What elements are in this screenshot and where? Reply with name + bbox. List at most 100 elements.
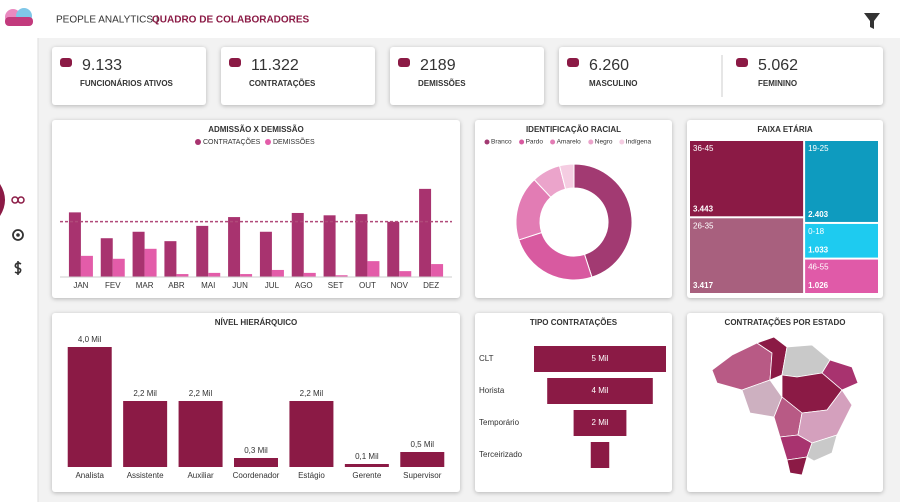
treemap-category: 26-35 [693, 221, 714, 230]
data-label: 2,2 Mil [133, 389, 157, 398]
kpi-value: 2189 [420, 57, 456, 74]
bar [67, 347, 112, 467]
bar [400, 452, 445, 467]
kpi-value: 6.260 [589, 57, 629, 74]
data-label: 0,3 Mil [244, 446, 268, 455]
treemap-cell [805, 141, 878, 222]
legend-marker [195, 139, 201, 145]
panel-title: IDENTIFICAÇÃO RACIAL [526, 125, 621, 134]
legend-label: Pardo [526, 139, 544, 146]
kpi-label: CONTRATAÇÕES [249, 79, 316, 88]
bar [289, 401, 334, 467]
kpi-card [390, 47, 544, 105]
data-label: 0,1 Mil [355, 452, 379, 461]
funnel-bar [590, 442, 610, 468]
treemap-category: 46-55 [808, 263, 829, 272]
funnel-category: Temporário [479, 418, 520, 427]
kpi-icon [398, 58, 410, 67]
bar [335, 275, 348, 277]
x-tick-label: Analista [75, 471, 104, 480]
bar [431, 264, 444, 277]
x-tick-label: ABR [168, 281, 185, 290]
treemap-cell [805, 259, 878, 293]
legend-label: CONTRATAÇÕES [203, 137, 261, 146]
nav-people[interactable] [11, 196, 25, 204]
x-tick-label: Coordenador [233, 471, 280, 480]
legend-marker [265, 139, 271, 145]
filter-icon[interactable] [864, 13, 880, 29]
bar [80, 255, 93, 277]
bar [240, 274, 253, 277]
treemap-cell [805, 223, 878, 258]
kpi-card [52, 47, 206, 105]
kpi-card [221, 47, 375, 105]
x-tick-label: JAN [73, 281, 88, 290]
treemap-category: 19-25 [808, 144, 829, 153]
active-indicator [0, 184, 5, 216]
x-tick-label: DEZ [423, 281, 439, 290]
treemap-category: 0-18 [808, 227, 825, 236]
treemap-value: 2.403 [808, 210, 829, 219]
bar [355, 214, 368, 277]
treemap-category: 36-45 [693, 144, 714, 153]
bar [123, 401, 168, 467]
nav-target[interactable] [12, 229, 24, 241]
funnel-bar [573, 410, 627, 436]
treemap-value: 1.026 [808, 281, 829, 290]
legend-label: Branco [491, 139, 512, 146]
treemap-cell [690, 218, 804, 293]
bar [303, 272, 316, 277]
x-tick-label: JUN [232, 281, 248, 290]
x-tick-label: NOV [391, 281, 409, 290]
donut-slice [573, 163, 633, 278]
x-tick-label: Gerente [352, 471, 381, 480]
bar [234, 458, 278, 467]
x-tick-label: MAI [201, 281, 215, 290]
bar [68, 212, 81, 277]
legend-label: Indígena [626, 139, 652, 146]
kpi-label: DEMISSÕES [418, 79, 466, 88]
treemap-value: 3.443 [693, 204, 714, 213]
bar [291, 212, 304, 277]
bar [164, 241, 177, 277]
funnel-bar [547, 378, 653, 404]
kpi-card [559, 47, 883, 105]
kpi-icon [567, 58, 579, 67]
data-label: 2,2 Mil [300, 389, 324, 398]
bar [399, 271, 412, 277]
treemap-value: 1.033 [808, 246, 829, 255]
panel-title: CONTRATAÇÕES POR ESTADO [725, 318, 846, 327]
bar [144, 248, 157, 277]
legend-marker [484, 139, 490, 145]
bar [419, 188, 432, 277]
brazil-map [711, 336, 859, 476]
bar [259, 231, 272, 277]
bar [176, 274, 189, 277]
x-tick-label: MAR [136, 281, 154, 290]
panel-title: ADMISSÃO X DEMISSÃO [208, 125, 304, 134]
bar [387, 221, 400, 277]
kpi-area: 9.133 FUNCIONÁRIOS ATIVOS 11.322 CONTRATAÇÕ… [52, 47, 883, 105]
data-label: 2,2 Mil [189, 389, 213, 398]
legend-label: Amarelo [557, 139, 582, 146]
panel-title: FAIXA ETÁRIA [757, 125, 812, 134]
bar [112, 258, 125, 277]
donut-slice [558, 163, 575, 190]
kpi-label: MASCULINO [589, 79, 637, 88]
panel-title: TIPO CONTRATAÇÕES [530, 318, 618, 327]
bar [271, 269, 284, 277]
bar [178, 401, 223, 467]
nav-money[interactable] [14, 261, 22, 275]
x-tick-label: JUL [265, 281, 280, 290]
funnel-category: Horista [479, 386, 505, 395]
bar [228, 217, 241, 277]
x-tick-label: AGO [295, 281, 313, 290]
treemap-cell [690, 141, 804, 217]
x-tick-label: Estágio [298, 471, 325, 480]
header-subtitle: QUADRO DE COLABORADORES [152, 15, 310, 26]
treemap-value: 3.417 [693, 281, 714, 290]
legend-marker [550, 139, 556, 145]
legend-marker [519, 139, 525, 145]
